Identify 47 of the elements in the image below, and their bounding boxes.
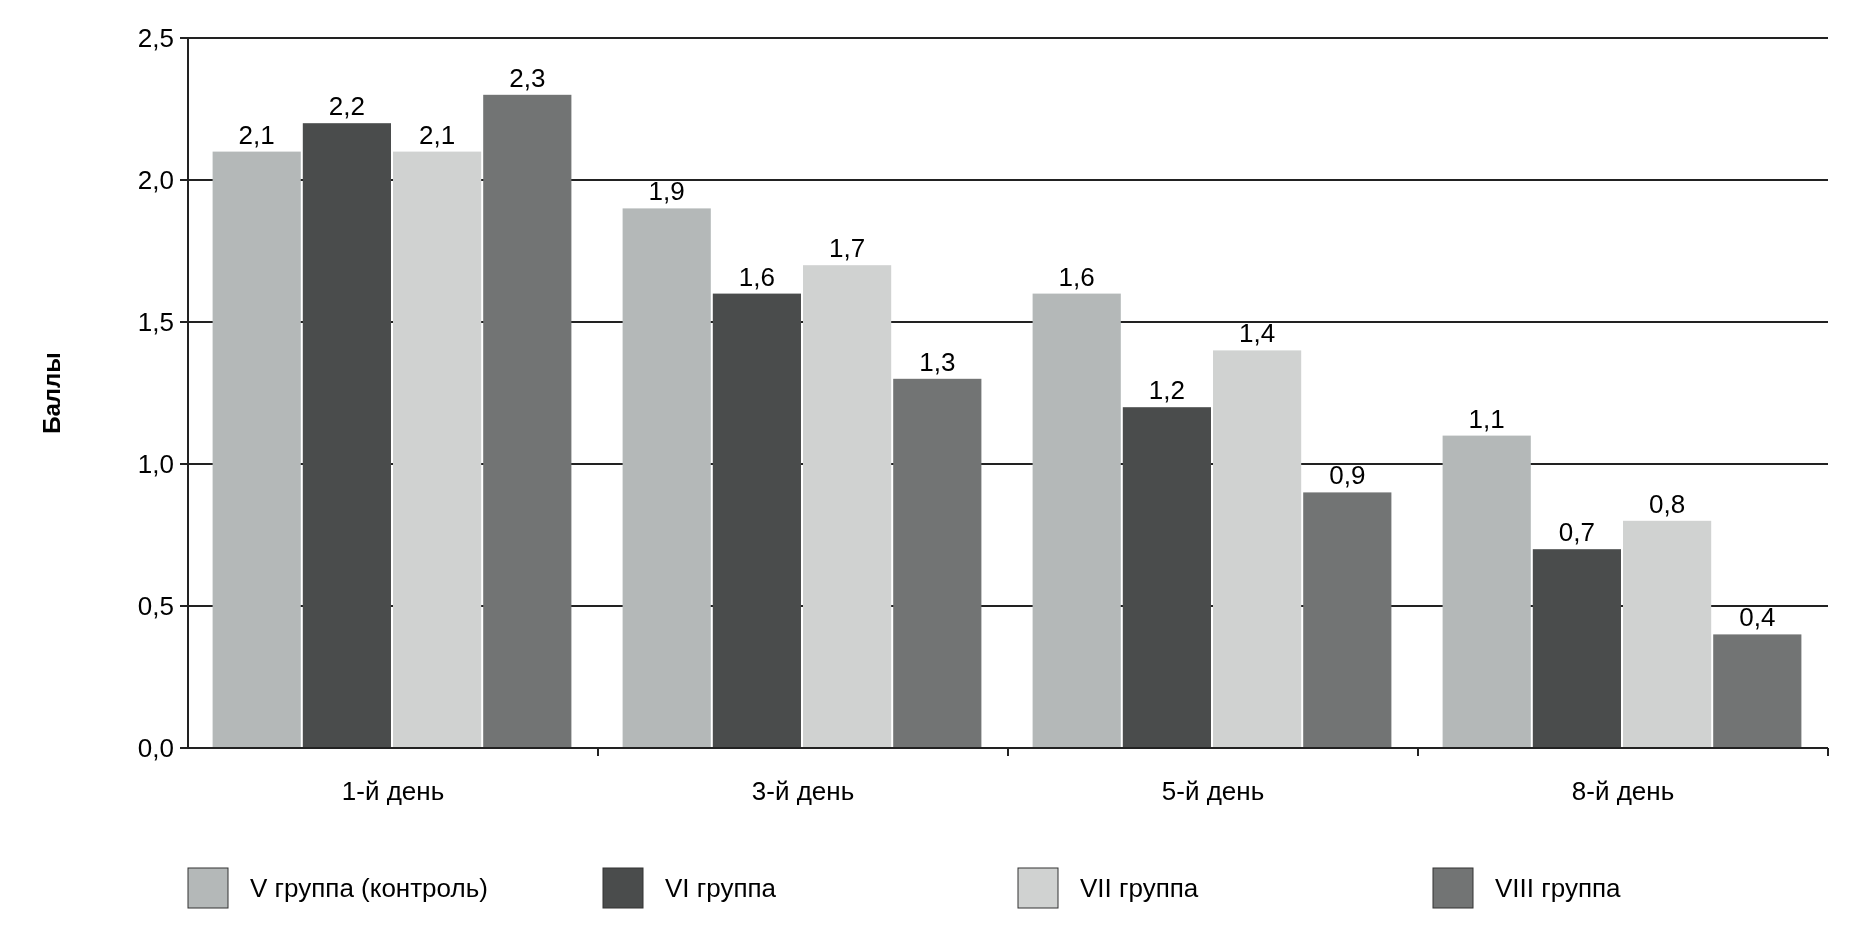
data-label: 1,9 bbox=[648, 176, 685, 207]
y-tick-label: 0,0 bbox=[137, 733, 174, 764]
x-tick-label: 5-й день bbox=[1161, 776, 1265, 806]
bar bbox=[1713, 634, 1802, 748]
data-label: 1,7 bbox=[829, 233, 866, 264]
bar bbox=[1032, 293, 1121, 748]
bar bbox=[1213, 350, 1302, 748]
y-tick-label: 2,5 bbox=[137, 23, 174, 54]
legend-label: VIII группа bbox=[1495, 873, 1622, 904]
data-label: 0,7 bbox=[1558, 517, 1595, 548]
y-tick-label: 1,5 bbox=[137, 307, 174, 338]
bar bbox=[712, 293, 801, 748]
data-label: 1,6 bbox=[1058, 261, 1095, 292]
bar bbox=[1623, 520, 1712, 748]
y-axis-title: Баллы bbox=[38, 352, 65, 434]
bar bbox=[1122, 407, 1211, 748]
bar bbox=[212, 151, 301, 748]
y-tick-label: 1,0 bbox=[137, 449, 174, 480]
x-tick-label: 1-й день bbox=[341, 776, 445, 806]
data-label: 1,3 bbox=[919, 346, 956, 377]
data-label: 1,1 bbox=[1468, 403, 1505, 434]
bar bbox=[302, 123, 391, 748]
data-label: 2,1 bbox=[419, 119, 456, 150]
data-label: 2,1 bbox=[238, 119, 275, 150]
bar bbox=[893, 378, 982, 748]
data-label: 0,9 bbox=[1329, 460, 1366, 491]
bar bbox=[1303, 492, 1392, 748]
data-label: 1,2 bbox=[1148, 375, 1185, 406]
bar bbox=[622, 208, 711, 748]
bar bbox=[1532, 549, 1621, 748]
bar bbox=[1442, 435, 1531, 748]
x-tick-label: 3-й день bbox=[751, 776, 855, 806]
y-tick-label: 2,0 bbox=[137, 165, 174, 196]
data-label: 1,6 bbox=[738, 261, 775, 292]
legend-label: V группа (контроль) bbox=[250, 873, 488, 904]
data-label: 2,2 bbox=[328, 91, 365, 122]
x-tick-label: 8-й день bbox=[1571, 776, 1675, 806]
legend-label: VI группа bbox=[665, 873, 777, 904]
bar bbox=[483, 94, 572, 748]
data-label: 2,3 bbox=[509, 62, 546, 93]
data-label: 0,4 bbox=[1739, 602, 1776, 633]
data-label: 1,4 bbox=[1239, 318, 1276, 349]
legend-label: VII группа bbox=[1080, 873, 1199, 904]
bar bbox=[803, 265, 892, 748]
data-label: 0,8 bbox=[1649, 488, 1686, 519]
bar bbox=[393, 151, 482, 748]
y-tick-label: 0,5 bbox=[137, 591, 174, 622]
